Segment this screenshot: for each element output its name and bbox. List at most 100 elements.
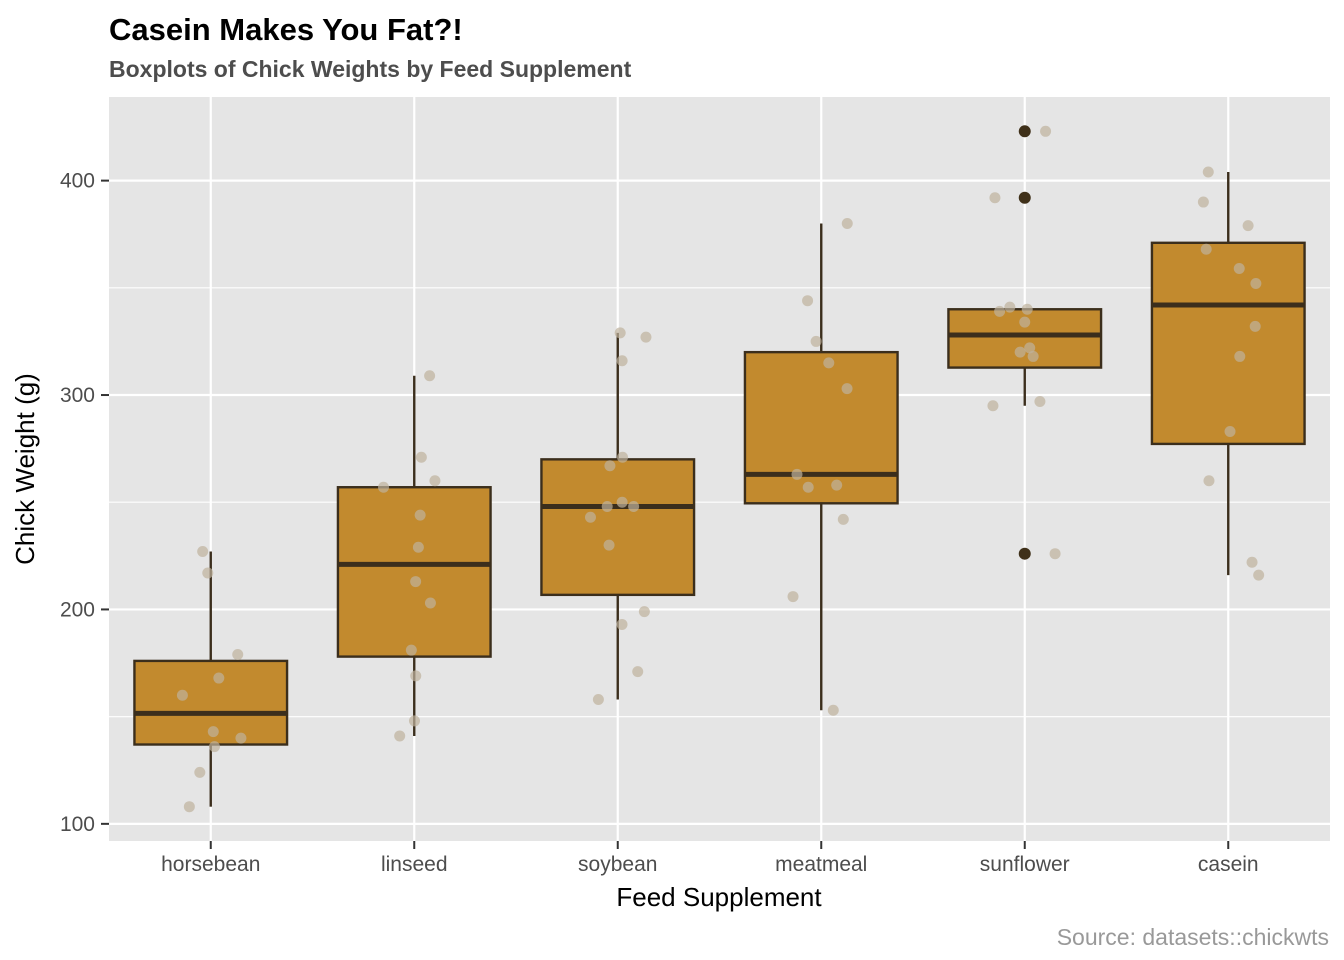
data-point	[235, 732, 247, 744]
box-body	[540, 458, 696, 597]
data-point	[415, 451, 427, 463]
box-body	[1150, 241, 1306, 446]
data-point	[410, 576, 422, 588]
data-point	[638, 606, 650, 618]
data-point	[1004, 301, 1016, 313]
data-point	[592, 693, 604, 705]
data-point	[617, 451, 629, 463]
data-point	[841, 218, 853, 230]
data-point	[632, 666, 644, 678]
x-tick-label: soybean	[578, 853, 657, 876]
data-point	[194, 766, 206, 778]
data-point	[841, 383, 853, 395]
jitter-points	[176, 125, 1265, 813]
data-point	[208, 741, 220, 753]
outlier-point	[1018, 125, 1031, 138]
x-tick-label: sunflower	[980, 853, 1070, 876]
data-point	[405, 644, 417, 656]
data-point	[1049, 548, 1061, 560]
x-tick-label: linseed	[381, 853, 448, 876]
data-point	[616, 355, 628, 367]
data-point	[424, 370, 436, 382]
outlier-point	[1018, 547, 1031, 560]
data-point	[424, 597, 436, 609]
y-axis: 100 200 300 400	[60, 170, 109, 836]
data-point	[640, 331, 652, 343]
data-point	[604, 460, 616, 472]
data-point	[1014, 346, 1026, 358]
data-point	[989, 192, 1001, 204]
data-point	[584, 511, 596, 523]
data-point	[213, 672, 225, 684]
data-point	[1249, 320, 1261, 332]
data-point	[412, 541, 424, 553]
data-point	[1024, 342, 1036, 354]
data-point	[837, 513, 849, 525]
data-point	[378, 481, 390, 493]
box-soybean	[540, 332, 696, 700]
data-point	[414, 509, 426, 521]
x-tick-label: horsebean	[161, 853, 260, 876]
data-point	[1200, 243, 1212, 255]
data-point	[1034, 395, 1046, 407]
data-point	[1202, 166, 1214, 178]
data-point	[1027, 350, 1039, 362]
data-point	[1234, 350, 1246, 362]
data-point	[1203, 475, 1215, 487]
data-point	[616, 618, 628, 630]
outlier-point	[1018, 191, 1031, 204]
data-point	[810, 335, 822, 347]
data-point	[1197, 196, 1209, 208]
data-point	[1246, 556, 1258, 568]
data-point	[183, 801, 195, 813]
data-point	[987, 400, 999, 412]
data-point	[197, 546, 209, 558]
data-point	[176, 689, 188, 701]
box-linseed	[336, 375, 492, 736]
data-point	[1224, 425, 1236, 437]
box-body	[336, 486, 492, 658]
data-point	[207, 726, 219, 738]
data-point	[202, 567, 214, 579]
chart-caption: Source: datasets::chickwts	[1057, 924, 1329, 950]
data-point	[802, 295, 814, 307]
x-axis: horsebean linseed soybean meatmeal sunflower…	[161, 841, 1259, 876]
data-point	[410, 670, 422, 682]
chart-title: Casein Makes You Fat?!	[109, 12, 463, 47]
y-tick-label: 100	[60, 813, 95, 836]
data-point	[408, 715, 420, 727]
data-point	[628, 501, 640, 513]
data-point	[827, 704, 839, 716]
x-tick-label: casein	[1198, 853, 1259, 876]
data-point	[791, 468, 803, 480]
y-tick-label: 200	[60, 598, 95, 621]
data-point	[1019, 316, 1031, 328]
y-tick-label: 400	[60, 170, 95, 193]
data-point	[616, 496, 628, 508]
data-point	[831, 479, 843, 491]
data-point	[1253, 569, 1265, 581]
box-body	[743, 350, 899, 505]
boxplots	[133, 172, 1306, 807]
data-point	[601, 501, 613, 513]
box-casein	[1150, 172, 1306, 576]
data-point	[614, 327, 626, 339]
x-tick-label: meatmeal	[775, 853, 867, 876]
data-point	[994, 305, 1006, 317]
data-point	[232, 648, 244, 660]
data-point	[802, 481, 814, 493]
plot-panel	[109, 97, 1330, 841]
data-point	[823, 357, 835, 369]
box-meatmeal	[743, 223, 899, 711]
outlier-points	[1018, 125, 1031, 560]
chart-subtitle: Boxplots of Chick Weights by Feed Supple…	[109, 56, 632, 82]
data-point	[1021, 303, 1033, 315]
x-axis-title: Feed Supplement	[616, 882, 822, 912]
y-tick-label: 300	[60, 384, 95, 407]
y-axis-title: Chick Weight (g)	[10, 373, 40, 565]
minor-gridlines	[109, 287, 1330, 718]
data-point	[787, 591, 799, 603]
data-point	[1040, 125, 1052, 137]
data-point	[394, 730, 406, 742]
